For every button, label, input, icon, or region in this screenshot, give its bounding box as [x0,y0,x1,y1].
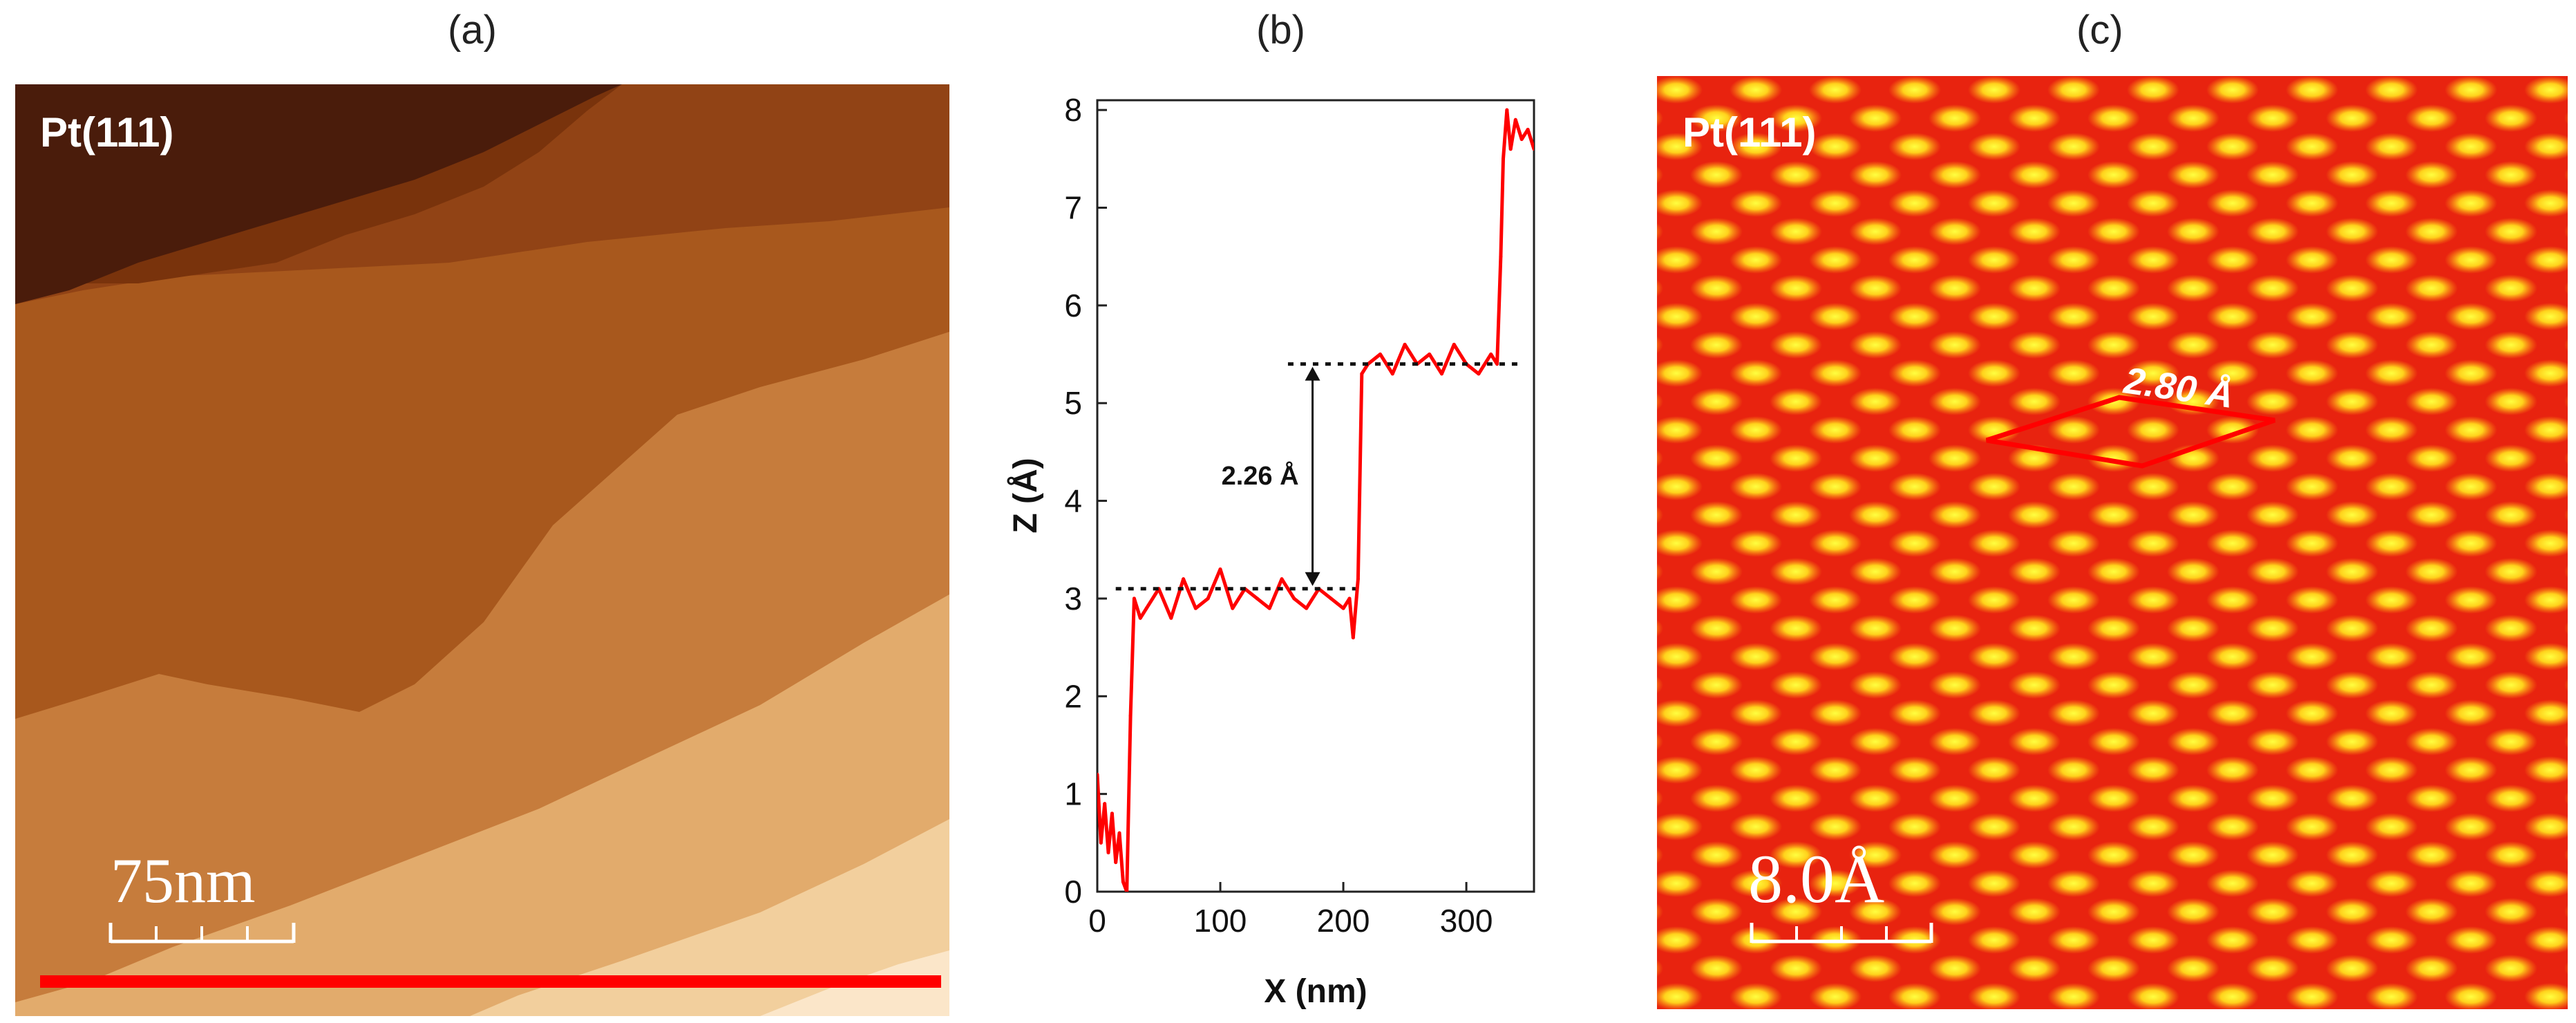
x-tick-label: 200 [1317,903,1370,939]
data-point [1351,635,1355,639]
data-point [1477,372,1481,376]
data-point [1169,616,1173,620]
data-point [1499,254,1503,259]
data-point [1341,606,1345,610]
data-point [1114,861,1118,865]
panel-b-chart: 0 1 2 3 4 5 6 7 8 0 100 200 300 2.26 Å X (nm) Z (Å) [1007,92,1535,1010]
data-point [1439,372,1443,376]
y-tick-label: 3 [1064,581,1082,617]
data-point [1128,714,1133,718]
data-point [1329,597,1333,601]
y-tick-label: 8 [1064,92,1082,128]
data-point [1280,577,1284,581]
unit-cell-rhombus [1985,395,2276,469]
data-point [1378,353,1382,357]
data-point [1292,597,1296,601]
data-point [1267,606,1271,610]
data-point [1519,138,1524,142]
data-point [1144,606,1148,610]
data-point [1132,597,1136,601]
x-tick-label: 300 [1440,903,1493,939]
x-axis-label: X (nm) [1264,973,1367,1010]
y-tick-label: 2 [1064,678,1082,714]
data-point [1231,606,1235,610]
data-point [1255,597,1259,601]
data-point [1347,597,1352,601]
data-point [1125,890,1129,892]
y-tick-label: 0 [1064,874,1082,910]
panel-a-stm-image: Pt(111) 75nm [15,84,949,1016]
data-point [1117,831,1121,835]
lattice-atoms [1657,76,2568,1009]
data-point [1218,567,1222,572]
step-height-label: 2.26 Å [1222,460,1299,491]
annotation-group: 2.26 Å [1115,362,1522,591]
y-axis-label: Z (Å) [1007,458,1044,533]
panel-c-label: (c) [2076,8,2123,53]
x-tick-label: 100 [1194,903,1247,939]
panel-a-sample-label: Pt(111) [40,109,173,156]
panel-a-scale-bar: 75nm [108,845,296,944]
panel-c-scale-text: 8.0Å [1748,841,1884,917]
data-point [1403,342,1407,346]
y-ticks: 0 1 2 3 4 5 6 7 8 [1064,92,1107,910]
data-point [1305,606,1309,610]
data-point [1103,802,1107,806]
data-point [1110,811,1114,816]
data-point [1526,127,1530,131]
data-point [1099,841,1103,845]
data-point [1182,577,1186,581]
arrow-head-up [1305,366,1320,381]
data-point [1356,577,1360,581]
panel-c-sample-label: Pt(111) [1683,109,1816,156]
x-tick-label: 0 [1088,903,1106,939]
terrace-0 [15,84,622,304]
data-point [1121,880,1125,884]
data-point [1501,157,1505,161]
data-point [1138,616,1142,620]
data-point [1360,372,1364,376]
panel-a-scale-text: 75nm [111,845,256,916]
data-point [1532,147,1534,151]
data-point [1452,342,1456,346]
data-point [1505,108,1509,112]
y-tick-label: 1 [1064,776,1082,812]
panel-a-label: (a) [448,8,497,53]
panel-b-label: (b) [1256,8,1305,53]
data-point [1193,606,1197,610]
data-point [1390,372,1394,376]
data-point [1489,353,1493,357]
x-ticks: 0 100 200 300 [1088,882,1493,939]
data-point [1513,118,1517,122]
y-tick-label: 6 [1064,288,1082,323]
data-point [1495,362,1499,366]
y-tick-label: 7 [1064,189,1082,225]
y-tick-label: 5 [1064,385,1082,421]
arrow-head-down [1305,572,1320,586]
data-point [1428,353,1432,357]
data-point [1097,772,1099,776]
panel-c-atomic-image: Pt(111) 2.80 Å 8.0Å [1657,76,2568,1009]
data-point [1508,147,1513,151]
y-tick-label: 4 [1064,483,1082,519]
data-point [1106,850,1110,854]
plot-frame [1096,99,1535,893]
panel-c-scale-bar: 8.0Å [1748,841,1933,944]
data-point [1206,597,1210,601]
